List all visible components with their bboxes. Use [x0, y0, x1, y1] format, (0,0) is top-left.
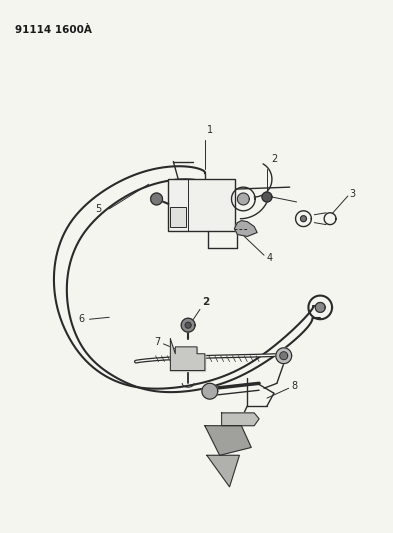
Text: 2: 2 — [271, 155, 277, 165]
Text: 7: 7 — [154, 337, 160, 347]
Polygon shape — [237, 193, 249, 205]
Polygon shape — [315, 303, 325, 312]
Polygon shape — [171, 339, 205, 370]
Text: 1: 1 — [207, 125, 213, 135]
Bar — [169, 179, 235, 230]
Polygon shape — [181, 318, 195, 332]
Text: 8: 8 — [292, 381, 298, 391]
Text: 4: 4 — [267, 253, 273, 263]
Polygon shape — [276, 348, 292, 364]
Polygon shape — [151, 193, 162, 205]
Text: 3: 3 — [350, 189, 356, 199]
Polygon shape — [301, 216, 307, 222]
Polygon shape — [262, 192, 272, 202]
Text: 91114 1600À: 91114 1600À — [15, 26, 92, 36]
Bar — [171, 207, 186, 227]
Polygon shape — [280, 352, 288, 360]
Text: 6: 6 — [79, 314, 84, 324]
Polygon shape — [185, 322, 191, 328]
Text: 2: 2 — [202, 297, 209, 308]
Polygon shape — [222, 413, 259, 426]
Polygon shape — [207, 455, 239, 487]
Text: 5: 5 — [95, 204, 101, 214]
Polygon shape — [202, 383, 218, 399]
Polygon shape — [235, 221, 257, 237]
Polygon shape — [205, 426, 251, 455]
